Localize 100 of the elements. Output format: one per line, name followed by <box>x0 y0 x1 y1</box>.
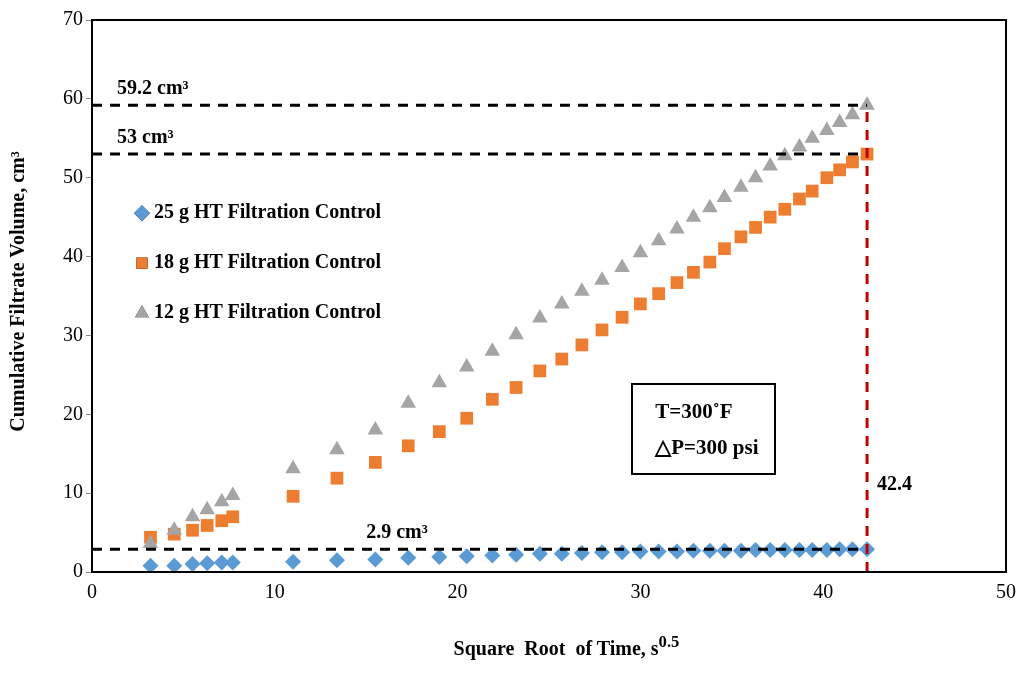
point <box>508 325 524 340</box>
point <box>554 294 570 309</box>
point <box>702 198 718 213</box>
point <box>184 556 201 572</box>
point <box>833 163 847 177</box>
point <box>142 557 159 572</box>
point <box>531 545 548 562</box>
point <box>793 192 806 206</box>
point <box>778 202 792 216</box>
point <box>859 96 875 110</box>
point <box>432 425 446 438</box>
point <box>401 439 415 453</box>
point <box>199 555 216 572</box>
point <box>400 549 417 566</box>
point <box>367 421 384 435</box>
point <box>142 534 159 549</box>
point <box>747 168 764 183</box>
point <box>329 440 345 455</box>
point <box>574 282 590 296</box>
legend-label: 12 g HT Filtration Control <box>154 300 382 324</box>
point <box>594 271 610 285</box>
point <box>762 156 778 171</box>
point <box>508 546 525 563</box>
y-tick-label: 0 <box>73 559 83 582</box>
point <box>804 129 821 143</box>
ref-line-label: 42.4 <box>877 472 913 495</box>
point <box>226 510 240 524</box>
point <box>805 184 819 198</box>
point <box>199 500 215 515</box>
point <box>213 554 230 571</box>
point <box>669 219 685 234</box>
x-tick-label: 30 <box>630 580 651 603</box>
point <box>184 507 201 522</box>
point <box>200 519 214 532</box>
annotation: T=300˚F <box>655 398 733 423</box>
point <box>652 287 666 300</box>
point <box>831 113 848 128</box>
point <box>458 357 475 372</box>
point <box>368 456 382 469</box>
y-tick-label: 60 <box>63 86 83 109</box>
point <box>749 221 762 234</box>
y-tick-label: 20 <box>63 401 83 424</box>
point <box>733 178 749 192</box>
point <box>224 486 241 501</box>
point <box>285 553 302 570</box>
point <box>846 155 859 169</box>
annotation: △P=300 psi <box>655 434 759 459</box>
point <box>166 521 183 535</box>
y-tick-label: 40 <box>63 243 83 266</box>
point <box>650 231 667 246</box>
point <box>431 373 448 388</box>
ref-line-label: 59.2 cm³ <box>117 76 189 99</box>
point <box>458 548 475 565</box>
point <box>485 392 499 406</box>
point <box>844 105 861 120</box>
y-tick-label: 30 <box>63 322 83 345</box>
ref-line-label: 2.9 cm³ <box>366 520 428 543</box>
point <box>330 471 344 485</box>
x-tick-label: 40 <box>813 580 834 603</box>
legend-label: 18 g HT Filtration Control <box>154 250 382 274</box>
point <box>460 411 474 425</box>
point <box>632 243 649 258</box>
y-tick-label: 10 <box>63 480 83 503</box>
y-tick-label: 70 <box>63 7 83 30</box>
x-tick-label: 20 <box>447 580 468 603</box>
point <box>400 394 417 408</box>
point <box>687 265 700 279</box>
point <box>555 352 569 366</box>
x-axis-title: Square Root of Time, s$^{0.5}$ <box>452 632 681 660</box>
point <box>763 210 777 224</box>
point <box>670 276 684 289</box>
y-axis-title: Cumulative Filtrate Volume, cm³ <box>5 150 29 434</box>
point <box>819 121 835 135</box>
point <box>718 242 731 256</box>
point <box>716 188 733 202</box>
x-tick-label: 50 <box>996 580 1016 603</box>
legend-label: 25 g HT Filtration Control <box>154 200 382 224</box>
point <box>286 489 300 503</box>
point <box>166 557 183 572</box>
point <box>614 258 630 273</box>
point <box>685 208 702 222</box>
point <box>791 137 808 152</box>
point <box>285 459 301 474</box>
x-tick-label: 10 <box>264 580 285 603</box>
ref-line-label: 53 cm³ <box>117 125 174 148</box>
point <box>820 171 834 185</box>
point <box>484 342 501 356</box>
point <box>615 310 629 324</box>
point <box>634 297 647 311</box>
point <box>367 551 384 568</box>
point <box>532 309 548 323</box>
point <box>328 552 345 569</box>
point <box>734 230 748 244</box>
x-tick-label: 0 <box>87 580 97 603</box>
point <box>533 364 547 378</box>
y-tick-label: 50 <box>63 164 83 187</box>
point <box>186 523 199 537</box>
point <box>431 549 448 566</box>
point <box>509 381 523 394</box>
point <box>213 492 230 507</box>
